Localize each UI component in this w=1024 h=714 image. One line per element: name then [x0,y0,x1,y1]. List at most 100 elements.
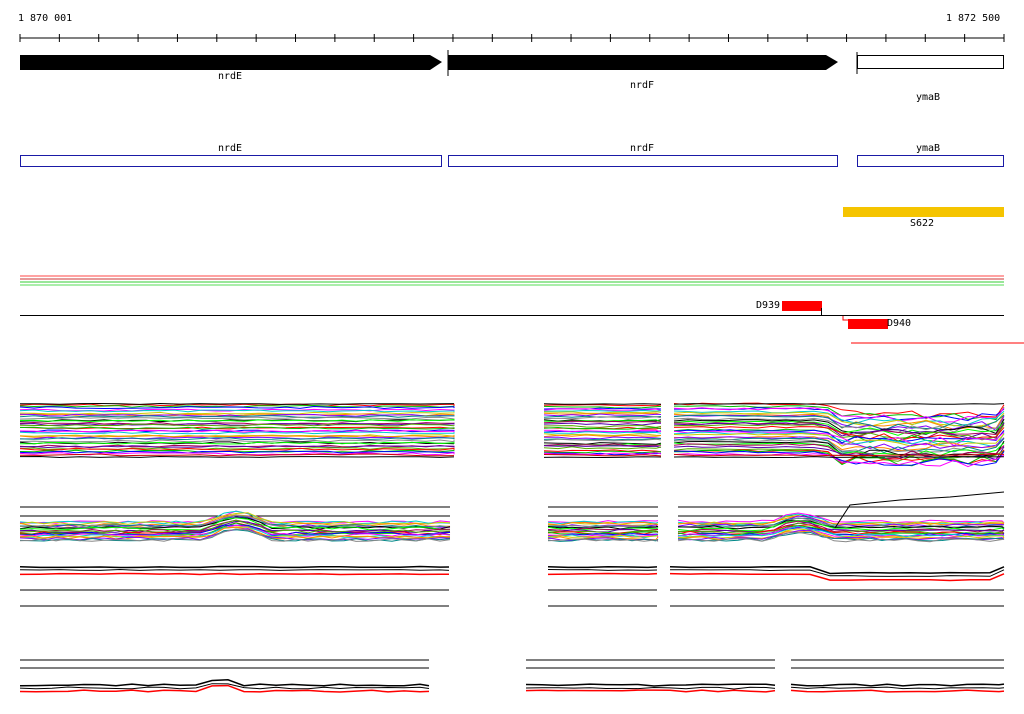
gene-label-ymaB: ymaB [915,92,941,103]
profile-line [543,433,662,437]
profile-line [19,434,455,438]
profile-line [677,520,1005,532]
coordinate-ruler [19,34,1005,42]
profile-line [543,403,662,405]
coverage-lines [20,275,1004,286]
profile-line [19,447,455,451]
profile-line [19,426,455,430]
profile-line [19,572,449,576]
profile-panel-4-block [525,659,776,693]
profile-panel-3-block [547,565,658,607]
profile-line [547,521,659,526]
profile-line [543,438,662,442]
gene-box-ymaB[interactable] [857,55,1004,69]
profile-panel-1-block [543,403,662,459]
profile-line [673,403,1005,405]
cds-box-nrdF[interactable] [448,155,838,167]
profile-line [19,450,455,454]
profile-line [543,404,662,407]
profile-line [19,683,430,690]
profile-line [547,565,658,569]
profile-line [543,436,662,440]
profile-line [834,491,1005,529]
ruler-start-label: 1 870 001 [18,13,73,24]
profile-line [19,409,455,413]
profile-line [19,416,455,420]
profile-line [19,419,455,423]
profile-line [543,405,662,409]
profile-line [543,416,662,420]
profile-line [673,450,1005,466]
profile-line [19,524,451,537]
profile-line [543,449,662,453]
profile-panel-3-block [669,565,1005,607]
profile-line [543,408,662,412]
profile-line [19,565,450,569]
profile-line [677,528,1005,539]
profile-line [543,452,662,456]
profile-line [677,512,1005,524]
profile-line [677,522,1005,533]
profile-line [669,565,1005,575]
cds-box-nrdE[interactable] [20,155,442,167]
profile-line [790,683,1005,687]
profile-line [547,530,659,535]
profile-line [543,434,662,438]
profile-line [677,517,1005,529]
profile-line [673,417,1005,434]
profile-line [19,405,455,410]
profile-line [525,689,776,693]
cds-box-ymaB[interactable] [857,155,1004,167]
profile-line [543,443,661,447]
feature-label-S622: S622 [909,218,935,229]
ruler-ticks [19,34,1005,42]
cds-label-nrdE: nrdE [217,143,243,154]
feature-bar-S622[interactable] [843,207,1004,217]
profile-line [547,538,659,542]
profile-line [19,519,451,534]
profile-line [543,450,662,454]
profile-line [673,453,1005,457]
profile-line [673,432,1005,448]
profile-line [543,431,662,434]
profile-panel-4-block [19,659,430,693]
profile-panel-2-block [677,491,1005,543]
profile-line [673,418,1005,435]
profile-line [19,679,430,687]
profile-line [19,568,450,571]
profile-line [543,445,662,448]
profile-line [19,439,455,443]
segment-bar-D940[interactable] [848,319,888,329]
profile-line [19,403,455,407]
profile-line [673,429,1005,444]
profile-line [547,525,659,530]
profile-line [525,683,776,687]
profile-line [19,421,455,425]
profile-panel-2-block [19,506,451,542]
profile-line [677,524,1005,535]
profile-line [673,407,1005,423]
gene-arrow-nrdE[interactable] [20,55,442,70]
segment-label-D939: D939 [756,300,781,311]
profile-line [19,684,430,693]
profile-line [19,411,455,415]
profile-line [543,425,662,428]
profile-line [673,414,1005,432]
expression-profiles [19,402,1005,693]
ruler-end-label: 1 872 500 [946,13,1001,24]
profile-line [790,686,1005,690]
profile-line [19,445,455,449]
profile-line [19,522,451,536]
profile-line [673,456,1005,459]
gene-arrow-nrdF[interactable] [448,55,838,70]
cds-label-nrdF: nrdF [629,143,655,154]
cds-track [20,155,1004,167]
segment-bar-D939[interactable] [782,301,822,311]
profile-line [19,453,455,457]
profile-panel-4-block [790,659,1005,693]
profile-line [543,456,662,459]
profile-line [19,419,455,423]
profile-line [19,429,455,433]
profile-panel-1-block [673,402,1005,468]
